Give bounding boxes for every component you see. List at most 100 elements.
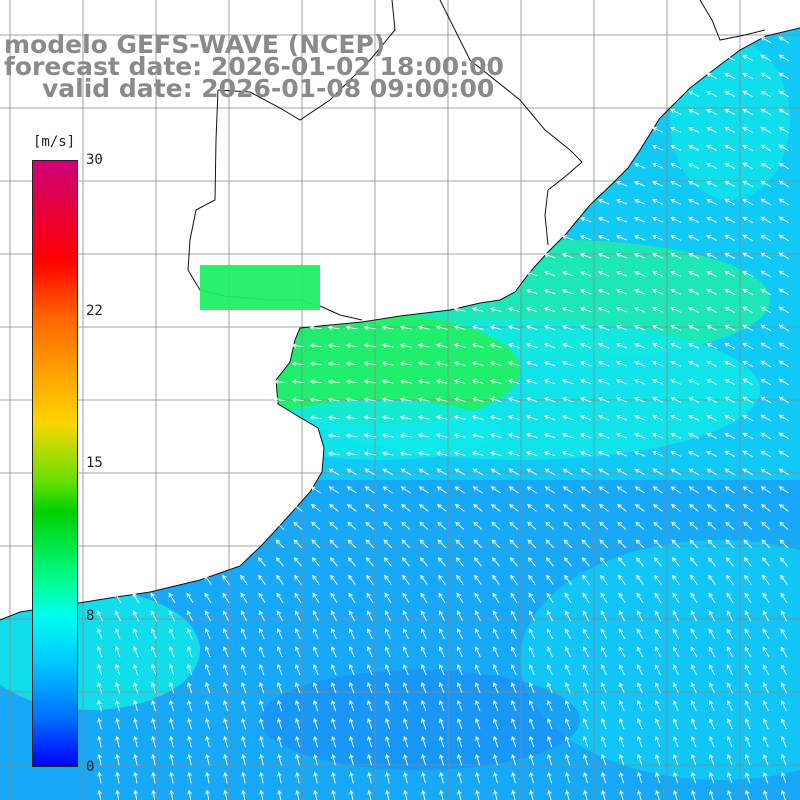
wind-arrow — [654, 592, 662, 603]
wind-arrow — [616, 451, 628, 457]
wind-arrow — [312, 610, 319, 622]
wind-arrow — [420, 574, 428, 585]
wind-arrow — [151, 681, 157, 694]
wind-arrow — [724, 396, 736, 403]
wind-arrow — [742, 396, 754, 404]
wind-arrow — [169, 699, 175, 712]
wind-arrow — [762, 700, 769, 712]
wind-arrow — [455, 521, 465, 531]
wind-arrow — [670, 234, 682, 241]
wind-arrow — [760, 180, 771, 188]
wind-arrow — [169, 628, 175, 640]
wind-arrow — [132, 592, 140, 603]
wind-arrow — [760, 198, 771, 206]
wind-arrow — [598, 361, 610, 367]
wind-arrow — [598, 451, 610, 457]
wind-arrow — [598, 199, 610, 205]
wind-arrow — [437, 521, 447, 531]
wind-arrow — [223, 735, 228, 748]
wind-arrow — [743, 557, 752, 567]
wind-arrow — [724, 252, 736, 259]
wind-arrow — [778, 234, 789, 242]
wind-arrow — [598, 235, 610, 241]
wind-arrow — [689, 539, 699, 549]
wind-arrow — [742, 324, 754, 332]
wind-arrow — [345, 343, 358, 348]
wind-arrow — [546, 646, 553, 658]
wind-arrow — [169, 753, 174, 766]
colorbar-unit-label: [m/s] — [33, 134, 76, 150]
wind-arrow — [781, 754, 787, 766]
wind-arrow — [706, 198, 718, 205]
wind-arrow — [778, 144, 789, 152]
wind-arrow — [708, 574, 716, 585]
wind-arrow — [670, 414, 682, 421]
wind-arrow — [381, 451, 394, 456]
wind-arrow — [363, 343, 376, 348]
wind-arrow — [277, 735, 282, 748]
wind-arrow — [652, 342, 664, 349]
wind-arrow — [780, 574, 788, 585]
wind-arrow — [561, 379, 574, 385]
wind-arrow — [419, 539, 429, 549]
wind-arrow — [223, 717, 228, 730]
wind-arrow — [294, 592, 302, 603]
wind-arrow — [778, 216, 789, 224]
wind-arrow — [259, 664, 265, 676]
wind-arrow — [707, 539, 717, 549]
wind-arrow — [742, 468, 754, 476]
wind-arrow — [276, 628, 283, 640]
wind-arrow — [275, 557, 284, 567]
wind-arrow — [670, 306, 682, 313]
wind-arrow — [763, 754, 769, 766]
wind-arrow — [508, 468, 520, 476]
wind-arrow — [294, 628, 301, 640]
wind-arrow — [616, 379, 628, 385]
wind-arrow — [367, 735, 373, 748]
wind-arrow — [742, 72, 754, 80]
wind-arrow — [598, 468, 610, 476]
wind-arrow — [240, 592, 248, 603]
wind-arrow — [347, 557, 356, 567]
wind-arrow — [205, 681, 211, 694]
wind-arrow — [564, 664, 571, 676]
wind-arrow — [345, 433, 358, 438]
wind-arrow — [724, 144, 736, 151]
wind-arrow — [526, 486, 537, 494]
wind-arrow — [273, 397, 286, 403]
wind-arrow — [453, 397, 466, 402]
wind-arrows — [96, 36, 790, 800]
wind-arrow — [652, 450, 664, 457]
wind-arrow — [384, 646, 391, 658]
wind-arrow — [311, 521, 321, 531]
wind-arrow — [331, 717, 337, 730]
wind-arrow — [291, 379, 304, 385]
wind-arrow — [726, 664, 733, 676]
wind-arrow — [780, 718, 787, 730]
wind-arrow — [327, 433, 340, 438]
wind-arrow — [475, 735, 481, 748]
wind-arrow — [471, 433, 484, 438]
wind-arrow — [528, 574, 536, 585]
wind-arrow — [742, 378, 754, 386]
wind-arrow — [652, 288, 664, 295]
wind-arrow — [492, 592, 500, 603]
wind-arrow — [367, 771, 372, 784]
wind-arrow — [652, 396, 664, 403]
wind-arrow — [436, 486, 447, 494]
wind-arrow — [382, 486, 393, 494]
wind-arrow — [436, 504, 447, 512]
wind-arrow — [439, 735, 445, 748]
wind-arrow — [331, 664, 337, 676]
wind-arrow — [690, 664, 697, 676]
wind-arrow — [489, 451, 502, 456]
model-title: modelo GEFS-WAVE (NCEP) — [4, 30, 386, 59]
wind-arrow — [688, 252, 700, 259]
wind-arrow — [475, 753, 481, 766]
field-green-core — [240, 315, 520, 425]
wind-arrow — [493, 735, 499, 748]
wind-arrow — [743, 521, 753, 531]
wind-arrow — [778, 342, 789, 350]
wind-arrow — [690, 592, 698, 603]
